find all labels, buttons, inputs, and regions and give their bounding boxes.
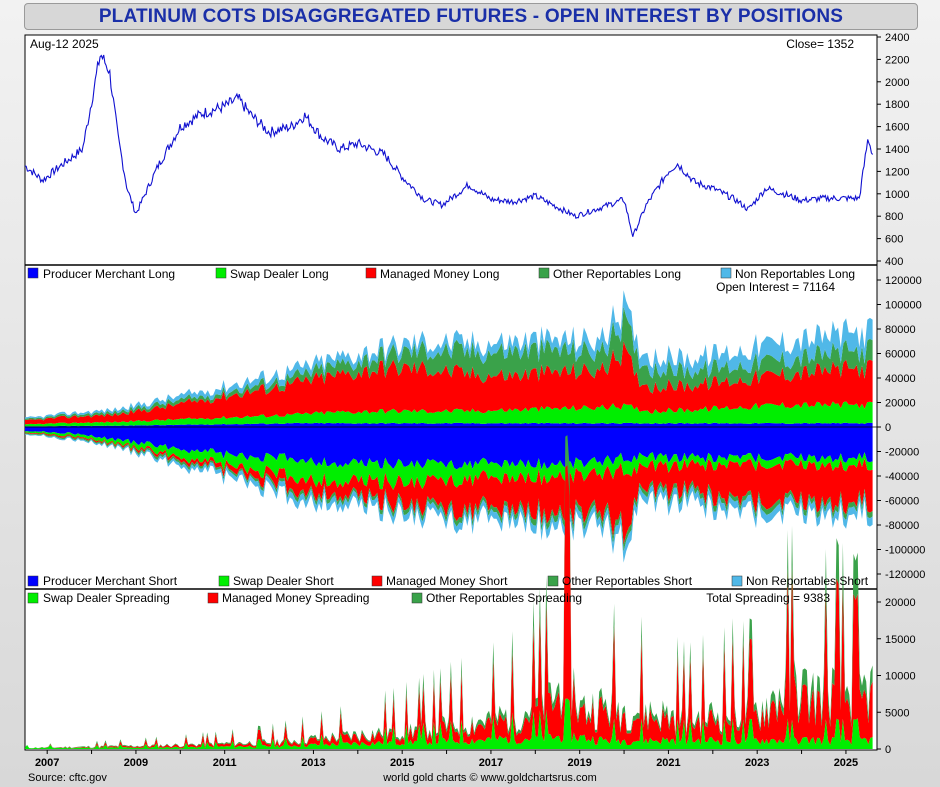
oi-ytick-label: -120000 [885, 569, 925, 581]
oi-ytick-label: 120000 [885, 275, 922, 287]
xtick-label: 2011 [213, 757, 237, 769]
price-ytick-label: 2400 [885, 32, 909, 44]
swap-long-area [25, 401, 873, 427]
chart-title: PLATINUM COTS DISAGGREGATED FUTURES - OP… [24, 3, 918, 30]
managed-long-area [25, 341, 873, 425]
legend-label-managed-spreading: Managed Money Spreading [222, 591, 369, 605]
swap-spreading-area [25, 698, 873, 749]
price-ytick-label: 800 [885, 211, 903, 223]
legend-short: Producer Merchant Short Swap Dealer Shor… [27, 574, 869, 588]
producer-long-area [25, 422, 873, 427]
price-ytick-label: 1000 [885, 189, 909, 201]
oi-ytick-label: -40000 [885, 471, 919, 483]
xtick-label: 2017 [479, 757, 503, 769]
xtick-label: 2025 [834, 757, 858, 769]
open-interest-panel [25, 290, 877, 563]
legend-swatch-other-spreading [411, 592, 423, 604]
legend-swatch-managed-long [365, 267, 377, 279]
legend-swatch-nonrep-long [720, 267, 732, 279]
oi-ytick-label: 0 [885, 422, 891, 434]
price-close-label: Close= 1352 [786, 37, 854, 51]
open-interest-label: Open Interest = 71164 [716, 280, 835, 294]
spread-ytick-label: 10000 [885, 671, 916, 683]
legend-swatch-managed-spreading [207, 592, 219, 604]
price-ytick-label: 2000 [885, 77, 909, 89]
price-ytick-label: 400 [885, 256, 903, 268]
xtick-label: 2015 [390, 757, 414, 769]
oi-ytick-label: -80000 [885, 520, 919, 532]
xtick-label: 2013 [301, 757, 325, 769]
price-ytick-label: 2200 [885, 54, 909, 66]
xtick-label: 2009 [124, 757, 148, 769]
spread-ytick-label: 20000 [885, 597, 916, 609]
legend-long: Producer Merchant Long Swap Dealer Long … [27, 267, 855, 281]
legend-swatch-swap-long [215, 267, 227, 279]
other-long-area [25, 306, 873, 421]
legend-swatch-nonrep-short [731, 575, 743, 587]
price-panel [24, 54, 874, 237]
spread-ytick-label: 0 [885, 744, 891, 756]
legend-label-swap-spreading: Swap Dealer Spreading [43, 591, 170, 605]
price-ytick-label: 1400 [885, 144, 909, 156]
legend-swatch-managed-short [371, 575, 383, 587]
oi-ytick-label: -60000 [885, 496, 919, 508]
oi-ytick-label: 20000 [885, 398, 916, 410]
spreading-panel [25, 435, 873, 749]
xtick-label: 2021 [656, 757, 680, 769]
total-spreading-label: Total Spreading = 9383 [706, 591, 830, 605]
legend-swatch-producer-long [27, 267, 39, 279]
axes: 400 600 800 1000 1200 1400 1600 1800 2000 2200 240… [35, 32, 925, 769]
source-label: Source: cftc.gov [28, 772, 107, 784]
legend-label-producer-short: Producer Merchant Short [43, 574, 178, 588]
price-ytick-label: 1800 [885, 99, 909, 111]
legend-swatch-swap-spreading [27, 592, 39, 604]
xtick-label: 2019 [567, 757, 591, 769]
swap-short-area [25, 431, 873, 490]
legend-label-producer-long: Producer Merchant Long [43, 267, 175, 281]
price-ytick-label: 1600 [885, 122, 909, 134]
price-ytick-label: 600 [885, 234, 903, 246]
legend-label-nonrep-short: Non Reportables Short [746, 574, 869, 588]
price-date-label: Aug-12 2025 [30, 37, 99, 51]
price-line [24, 54, 874, 237]
oi-ytick-label: 80000 [885, 324, 916, 336]
legend-swatch-swap-short [218, 575, 230, 587]
xtick-label: 2023 [745, 757, 769, 769]
spread-ytick-label: 15000 [885, 634, 916, 646]
price-ytick-label: 1200 [885, 166, 909, 178]
oi-ytick-label: -100000 [885, 545, 925, 557]
producer-short-area [25, 427, 873, 470]
managed-short-area [25, 432, 873, 545]
xtick-label: 2007 [35, 757, 59, 769]
legend-label-other-spreading: Other Reportables Spreading [426, 591, 582, 605]
legend-label-other-short: Other Reportables Short [562, 574, 693, 588]
nonrep-long-area [25, 290, 873, 420]
legend-label-swap-long: Swap Dealer Long [230, 267, 329, 281]
legend-label-nonrep-long: Non Reportables Long [735, 267, 855, 281]
legend-label-managed-long: Managed Money Long [380, 267, 499, 281]
legend-swatch-producer-short [27, 575, 39, 587]
oi-ytick-label: 60000 [885, 349, 916, 361]
legend-label-swap-short: Swap Dealer Short [233, 574, 334, 588]
oi-ytick-label: -20000 [885, 447, 919, 459]
legend-swatch-other-long [538, 267, 550, 279]
legend-swatch-other-short [547, 575, 559, 587]
oi-ytick-label: 100000 [885, 300, 922, 312]
legend-label-other-long: Other Reportables Long [553, 267, 681, 281]
legend-label-managed-short: Managed Money Short [386, 574, 508, 588]
legend-spreading: Swap Dealer Spreading Managed Money Spre… [27, 591, 582, 605]
credit-label: world gold charts © www.goldchartsrus.co… [382, 772, 597, 784]
oi-ytick-label: 40000 [885, 373, 916, 385]
spread-ytick-label: 5000 [885, 707, 909, 719]
nonrep-short-area [25, 433, 873, 563]
